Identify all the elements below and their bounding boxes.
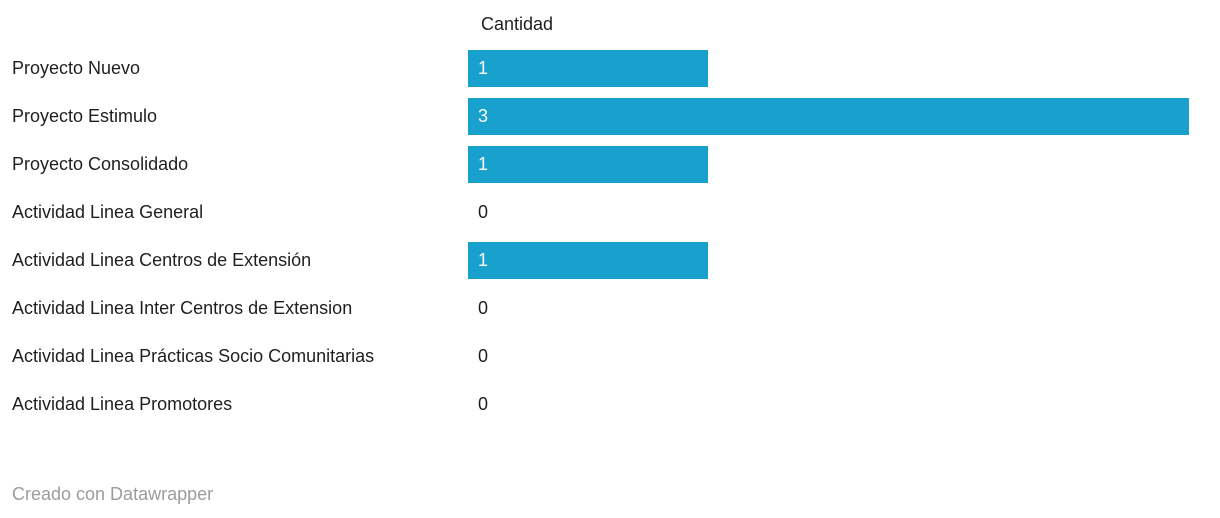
value-label: 0 <box>478 345 489 366</box>
value-label: 1 <box>478 57 489 78</box>
column-header: Cantidad <box>481 14 554 34</box>
bar: 1 <box>468 145 708 183</box>
value-label: 1 <box>478 249 489 270</box>
chart-row: Actividad Linea Promotores 0 <box>0 380 1220 428</box>
chart-row: Actividad Linea Prácticas Socio Comunita… <box>0 332 1220 380</box>
category-label: Proyecto Consolidado <box>12 154 189 174</box>
chart-row: Proyecto Consolidado 1 <box>0 140 1220 188</box>
category-label: Actividad Linea Centros de Extensión <box>12 250 312 270</box>
value-label: 0 <box>478 297 489 318</box>
value-label: 0 <box>478 201 489 222</box>
zero-value-cell: 0 <box>468 386 488 423</box>
chart-row: Proyecto Nuevo 1 <box>0 44 1220 92</box>
category-label: Actividad Linea General <box>12 202 204 222</box>
chart-row: Proyecto Estimulo 3 <box>0 92 1220 140</box>
datawrapper-credit: Creado con Datawrapper <box>12 484 214 504</box>
category-label: Actividad Linea Promotores <box>12 394 233 414</box>
bar-rows: Proyecto Nuevo 1 Proyecto Estimulo 3 Proyect… <box>0 44 1220 428</box>
zero-value-cell: 0 <box>468 290 488 327</box>
bar: 3 <box>468 97 1189 135</box>
value-label: 0 <box>478 393 489 414</box>
chart-row: Actividad Linea Inter Centros de Extensi… <box>0 284 1220 332</box>
category-label: Actividad Linea Prácticas Socio Comunita… <box>12 346 375 366</box>
bar: 1 <box>468 49 708 87</box>
zero-value-cell: 0 <box>468 194 488 231</box>
chart-row: Actividad Linea Centros de Extensión 1 <box>0 236 1220 284</box>
chart-row: Actividad Linea General 0 <box>0 188 1220 236</box>
category-label: Proyecto Estimulo <box>12 106 158 126</box>
value-label: 3 <box>478 105 489 126</box>
category-label: Actividad Linea Inter Centros de Extensi… <box>12 298 353 318</box>
bar: 1 <box>468 241 708 279</box>
value-label: 1 <box>478 153 489 174</box>
zero-value-cell: 0 <box>468 338 488 375</box>
category-label: Proyecto Nuevo <box>12 58 141 78</box>
